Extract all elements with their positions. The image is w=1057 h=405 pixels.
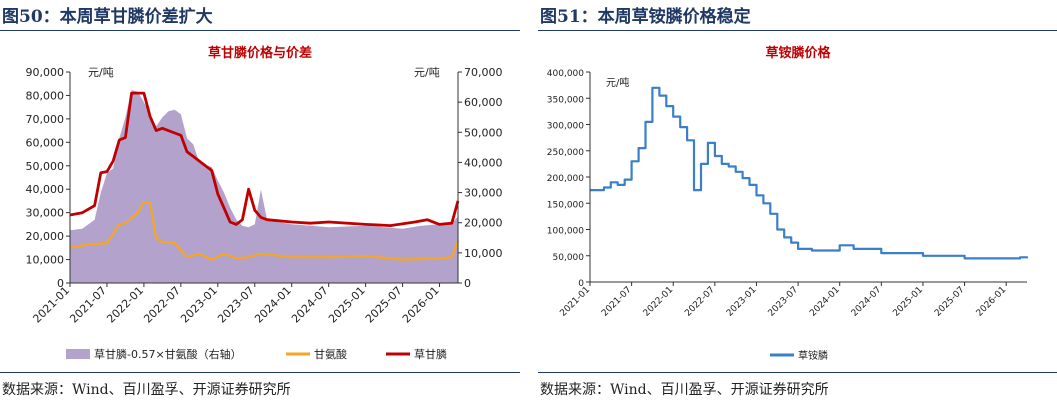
x-tick-label: 2025-07	[933, 285, 967, 319]
chart-title: 草铵膦价格	[765, 45, 831, 61]
x-tick-label: 2023-01	[178, 284, 220, 326]
x-tick-label: 2026-01	[975, 285, 1009, 319]
right-source-note: 数据来源：Wind、百川盈孚、开源证券研究所	[540, 382, 829, 398]
legend-label-glufosinate: 草铵膦	[798, 349, 828, 362]
right-y-tick-label: 0	[464, 277, 471, 290]
x-tick-label: 2025-01	[891, 285, 925, 319]
right-y-tick-label: 30,000	[464, 187, 503, 200]
glufosinate-chart: 草铵膦价格 元/吨 0 50,000 100,000 150,000 200,000 25…	[547, 45, 1029, 362]
left-bottom-rule	[0, 372, 520, 373]
legend-swatch-spread	[66, 349, 90, 359]
x-tick-label: 2024-01	[808, 285, 842, 319]
legend: 草甘膦-0.57×甘氨酸（右轴） 甘氨酸 草甘膦	[66, 347, 447, 361]
y-tick-label: 20,000	[26, 230, 65, 243]
x-tick-label: 2025-01	[326, 284, 368, 326]
right-y-tick-label: 60,000	[464, 96, 503, 109]
y-tick-label: 40,000	[26, 183, 65, 196]
y-tick-label: 150,000	[547, 200, 584, 210]
y-tick-label: 350,000	[547, 95, 584, 105]
left-figure-title: 图50：本周草甘膦价差扩大	[2, 7, 213, 27]
glyphosate-chart: 草甘膦价格与价差 元/吨 元/吨 0 10,000 20,000 30,000 40,0…	[26, 45, 503, 361]
x-tick-label: 2022-07	[141, 284, 183, 326]
left-axis-unit: 元/吨	[88, 66, 114, 79]
right-title-rule	[538, 30, 1057, 31]
right-y-tick-label: 50,000	[464, 126, 503, 139]
axes: 0 50,000 100,000 150,000 200,000 250,000 300,0…	[547, 69, 1027, 319]
right-y-tick-label: 70,000	[464, 66, 503, 79]
y-axis-unit: 元/吨	[606, 76, 629, 89]
x-tick-label: 2022-01	[642, 285, 676, 319]
y-tick-label: 60,000	[26, 136, 65, 149]
spread-area	[70, 90, 458, 283]
y-tick-label: 50,000	[553, 253, 585, 263]
y-tick-label: 10,000	[26, 254, 65, 267]
price-line-series	[69, 91, 460, 261]
right-figure-panel: 图51：本周草铵膦价格稳定 草铵膦价格 元/吨 0 50,000 100,000 15…	[538, 0, 1057, 405]
x-tick-label: 2024-07	[850, 285, 884, 319]
y-tick-label: 200,000	[547, 174, 584, 184]
y-tick-label: 50,000	[26, 160, 65, 173]
y-tick-label: 100,000	[547, 227, 584, 237]
spread-area-series	[70, 90, 458, 283]
glufosinate-line	[590, 86, 1029, 260]
x-tick-label: 2023-07	[767, 285, 801, 319]
left-figure-panel: 图50：本周草甘膦价差扩大 草甘膦价格与价差 元/吨 元/吨 0 10,000 20…	[0, 0, 520, 405]
y-tick-label: 90,000	[26, 66, 65, 79]
left-source-note: 数据来源：Wind、百川盈孚、开源证券研究所	[2, 382, 291, 398]
x-tick-label: 2021-07	[600, 285, 634, 319]
left-title-rule	[0, 30, 520, 31]
y-tick-label: 30,000	[26, 207, 65, 220]
x-tick-label: 2021-01	[558, 285, 592, 319]
legend-label-glyphosate: 草甘膦	[414, 348, 447, 361]
right-bottom-rule	[538, 372, 1057, 373]
x-tick-label: 2021-01	[30, 284, 72, 326]
right-figure-title: 图51：本周草铵膦价格稳定	[540, 7, 751, 27]
y-tick-label: 250,000	[547, 148, 584, 158]
price-line-series	[590, 86, 1029, 260]
right-y-tick-label: 10,000	[464, 247, 503, 260]
x-tick-label: 2023-01	[725, 285, 759, 319]
right-axis-unit: 元/吨	[414, 66, 440, 79]
right-y-tick-label: 20,000	[464, 217, 503, 230]
legend-label-spread: 草甘膦-0.57×甘氨酸（右轴）	[94, 347, 242, 361]
right-y-tick-label: 40,000	[464, 156, 503, 169]
chart-title: 草甘膦价格与价差	[208, 45, 312, 61]
y-tick-label: 400,000	[547, 69, 584, 79]
x-tick-label: 2025-07	[363, 284, 405, 326]
x-tick-label: 2021-07	[67, 284, 109, 326]
x-tick-label: 2022-01	[104, 284, 146, 326]
x-tick-label: 2022-07	[683, 285, 717, 319]
y-tick-label: 0	[57, 277, 64, 290]
legend-label-glycine: 甘氨酸	[314, 347, 347, 361]
x-tick-label: 2024-07	[289, 284, 331, 326]
x-tick-label: 2024-01	[252, 284, 294, 326]
glyphosate-line	[69, 91, 460, 228]
y-tick-label: 300,000	[547, 122, 584, 132]
x-tick-label: 2026-01	[400, 284, 442, 326]
legend: 草铵膦	[770, 349, 828, 362]
y-tick-label: 80,000	[26, 89, 65, 102]
x-tick-label: 2023-07	[215, 284, 257, 326]
y-tick-label: 70,000	[26, 113, 65, 126]
y-tick-label: 0	[578, 279, 584, 289]
glycine-line	[69, 201, 460, 261]
